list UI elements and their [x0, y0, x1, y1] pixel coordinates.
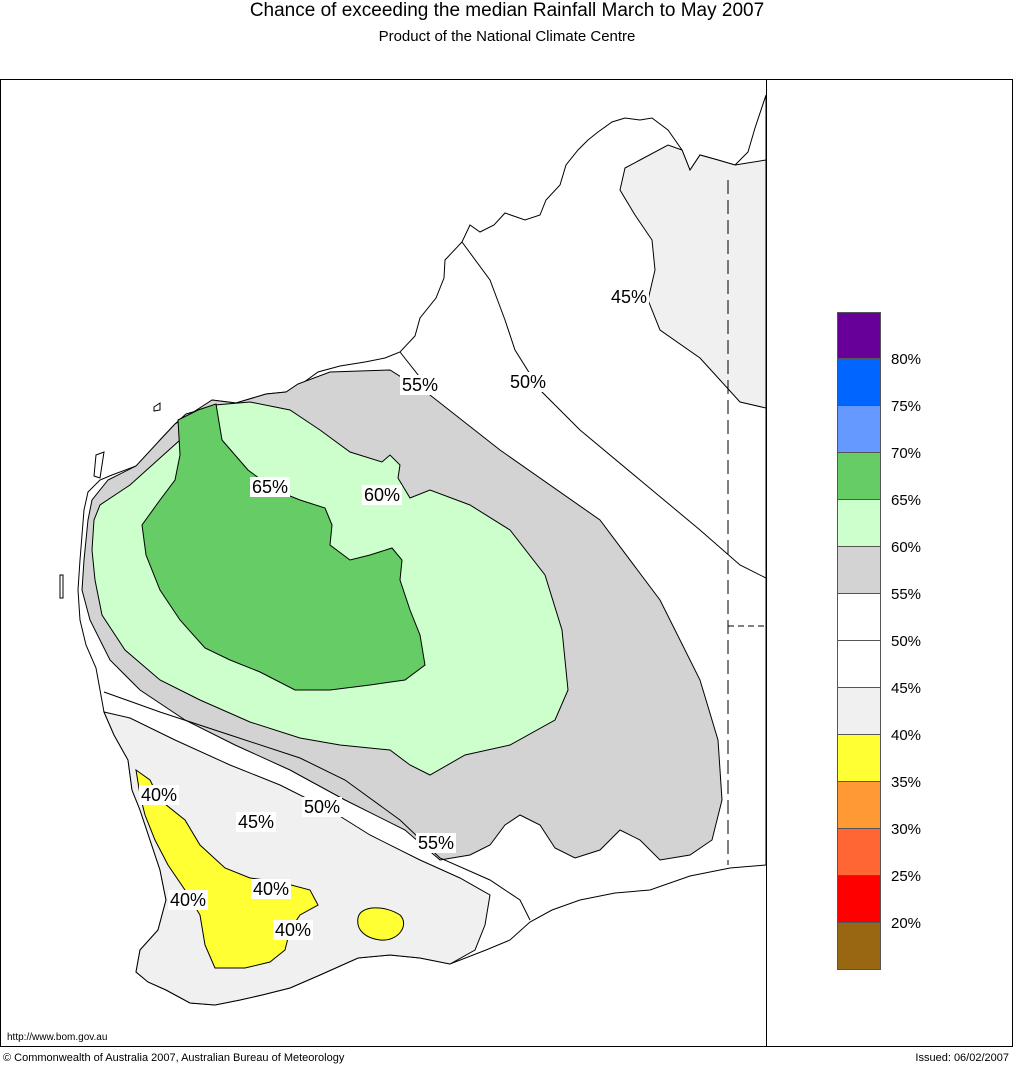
legend-tick: 50% — [891, 633, 922, 650]
legend-tick: 25% — [891, 868, 922, 885]
map-canvas — [59, 94, 766, 1006]
copyright-notice: © Commonwealth of Australia 2007, Austra… — [3, 1052, 345, 1064]
contour-region-45-north — [619, 144, 766, 409]
legend-tick: 80% — [891, 351, 922, 368]
legend-swatch — [837, 312, 881, 359]
legend-tick: 60% — [891, 539, 922, 556]
legend-swatch — [837, 735, 881, 782]
map-title: Chance of exceeding the median Rainfall … — [249, 0, 765, 21]
legend-divider — [766, 79, 767, 1047]
legend-tick: 75% — [891, 398, 922, 415]
contour-line-50-south — [103, 691, 531, 921]
legend-swatch — [837, 688, 881, 735]
legend-swatch — [837, 782, 881, 829]
legend-tick: 45% — [891, 680, 922, 697]
contour-label: 60% — [362, 485, 403, 505]
contour-label: 65% — [250, 477, 291, 497]
contour-label: 45% — [236, 812, 277, 832]
source-url[interactable]: http://www.bom.gov.au — [7, 1032, 108, 1043]
contour-label: 40% — [168, 890, 209, 910]
contour-label: 40% — [273, 920, 314, 940]
issued-date: Issued: 06/02/2007 — [915, 1052, 1009, 1064]
map-frame — [0, 79, 1013, 1047]
legend-tick: 40% — [891, 727, 922, 744]
legend-tick: 35% — [891, 774, 922, 791]
legend-tick: 55% — [891, 586, 922, 603]
legend-tick: 70% — [891, 445, 922, 462]
contour-label: 45% — [609, 287, 650, 307]
legend-swatch — [837, 829, 881, 876]
legend-swatch — [837, 547, 881, 594]
island-rottnest — [59, 574, 64, 599]
legend-tick: 65% — [891, 492, 922, 509]
legend-swatch — [837, 500, 881, 547]
contour-label: 55% — [400, 375, 441, 395]
contour-label: 40% — [251, 879, 292, 899]
map-subtitle: Product of the National Climate Centre — [378, 28, 636, 45]
contour-line-50-north — [461, 241, 766, 579]
legend-swatch — [837, 594, 881, 641]
legend-swatch — [837, 359, 881, 406]
legend-swatch — [837, 406, 881, 453]
legend-tick: 30% — [891, 821, 922, 838]
legend-swatch — [837, 641, 881, 688]
island-shark-bay — [93, 451, 105, 479]
contour-label: 55% — [416, 833, 457, 853]
contour-label: 50% — [508, 372, 549, 392]
legend-swatch — [837, 453, 881, 500]
legend-tick: 20% — [891, 915, 922, 932]
legend-colorbar — [837, 312, 881, 970]
legend-swatch — [837, 923, 881, 970]
island-small — [153, 402, 161, 412]
legend-swatch — [837, 876, 881, 923]
contour-region-40-main — [135, 768, 319, 969]
contour-label: 40% — [139, 785, 180, 805]
contour-region-40-island — [357, 907, 405, 941]
contour-label: 50% — [302, 797, 343, 817]
